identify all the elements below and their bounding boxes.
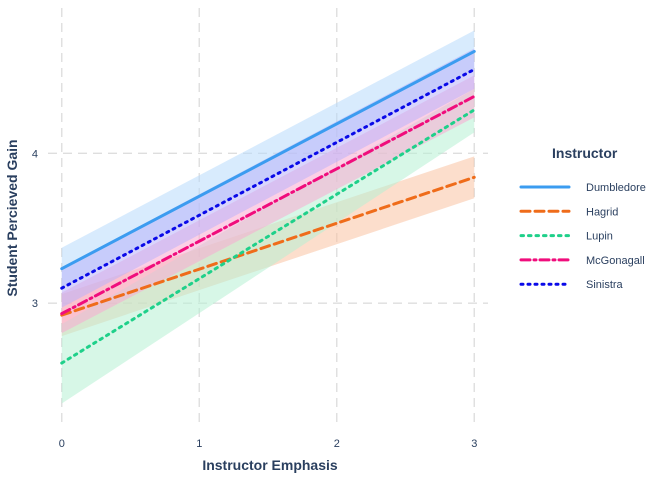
confidence-ribbons — [61, 30, 475, 404]
x-tick-label-1: 1 — [196, 438, 202, 450]
x-tick-label-2: 2 — [334, 438, 340, 450]
legend-label-lupin: Lupin — [586, 231, 613, 243]
x-tick-label-0: 0 — [59, 438, 65, 450]
y-axis-ticks: 34 — [32, 148, 38, 310]
legend-label-hagrid: Hagrid — [586, 206, 618, 218]
x-axis-title: Instructor Emphasis — [202, 457, 338, 473]
series-line-sinistra — [60, 67, 476, 290]
legend-label-dumbledore: Dumbledore — [586, 182, 646, 194]
series-line-mcgonagall — [60, 94, 476, 316]
legend: Instructor Dumbledore Hagrid Lupin McGonaga… — [519, 145, 646, 291]
legend-label-sinistra: Sinistra — [586, 279, 624, 291]
series-line-hagrid — [60, 175, 476, 317]
y-tick-label-1: 4 — [32, 148, 38, 160]
x-tick-label-3: 3 — [471, 438, 477, 450]
series-line-dumbledore — [60, 49, 476, 271]
legend-label-mcgonagall: McGonagall — [586, 255, 645, 267]
x-axis-ticks: 0 1 2 3 — [59, 438, 478, 450]
y-tick-label-0: 3 — [32, 298, 38, 310]
series-line-lupin — [60, 108, 476, 365]
y-axis-title: Student Percieved Gain — [4, 139, 20, 296]
legend-title: Instructor — [552, 145, 618, 161]
series-lines — [60, 49, 476, 365]
